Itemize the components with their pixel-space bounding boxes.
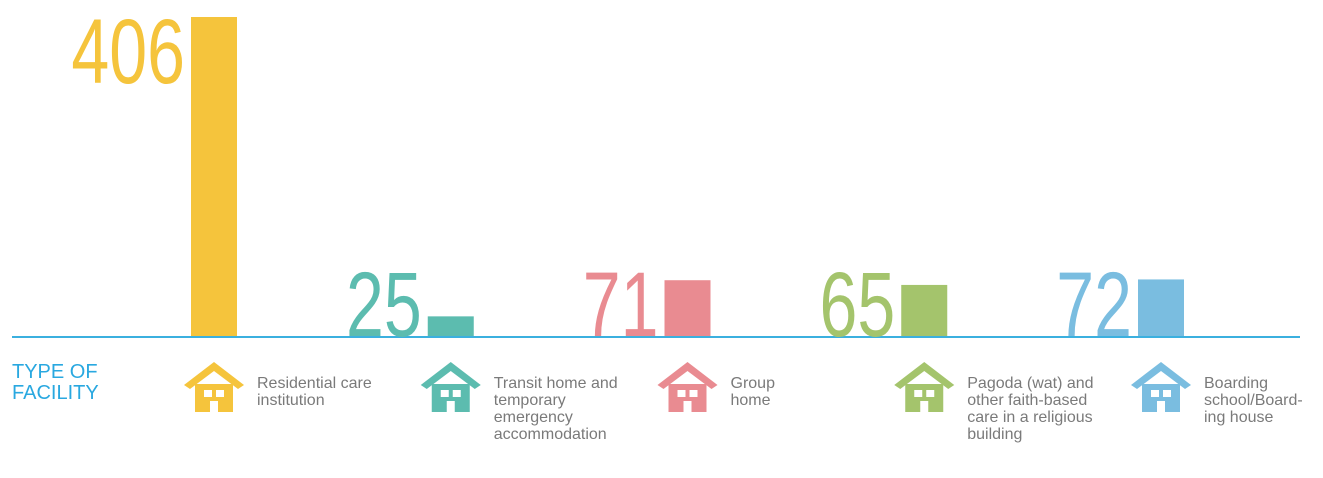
category-label: Group home: [730, 375, 775, 409]
icon-roof: [420, 362, 481, 389]
icon-door: [446, 401, 455, 412]
icon-door: [210, 401, 218, 412]
icon-door: [683, 401, 692, 412]
icon-window: [689, 390, 698, 397]
icon-window: [677, 390, 686, 397]
category-label: Boarding school/Board-ing house: [1204, 375, 1303, 426]
value-label: 72: [1056, 254, 1132, 356]
category-icon: [420, 362, 481, 412]
icon-roof: [1131, 362, 1191, 389]
icon-window: [440, 390, 449, 397]
category-label: Residential care institution: [257, 375, 372, 409]
bar: [901, 284, 948, 336]
category-icon: [657, 362, 718, 412]
icon-roof: [657, 362, 718, 389]
value-label: 65: [820, 254, 896, 356]
icon-roof: [184, 362, 244, 389]
category-icon: [894, 362, 955, 412]
icon-door: [920, 401, 929, 412]
icon-roof: [894, 362, 955, 389]
icon-window: [204, 390, 212, 397]
axis-label: TYPE OF FACILITY: [12, 361, 99, 404]
category-label: Pagoda (wat) and other faith-based care …: [967, 375, 1094, 443]
value-label: 71: [583, 254, 659, 356]
bar: [427, 316, 474, 336]
icon-window: [914, 390, 923, 397]
icon-door: [1157, 401, 1165, 412]
category-icon: [184, 362, 244, 412]
icon-window: [926, 390, 935, 397]
icon-window: [216, 390, 224, 397]
category-label: Transit home and temporary emergency acc…: [493, 375, 618, 443]
bar: [664, 280, 711, 336]
icon-window: [1163, 390, 1171, 397]
value-label: 406: [71, 1, 185, 103]
bar: [191, 17, 237, 336]
icon-window: [1151, 390, 1159, 397]
icon-window: [452, 390, 461, 397]
value-label: 25: [346, 254, 422, 356]
bar: [1138, 279, 1184, 336]
category-icon: [1131, 362, 1191, 412]
